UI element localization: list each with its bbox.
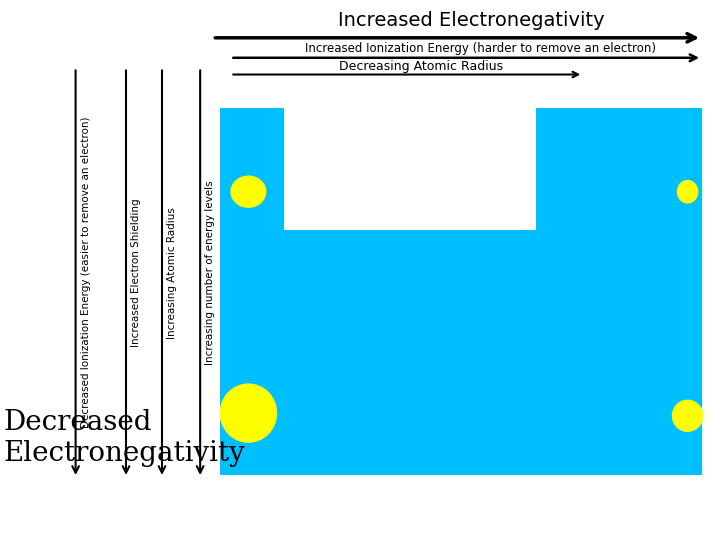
Ellipse shape: [220, 383, 277, 443]
Ellipse shape: [672, 400, 703, 432]
Text: Decreased Ionization Energy (easier to remove an electron): Decreased Ionization Energy (easier to r…: [81, 117, 91, 428]
Text: Increasing number of energy levels: Increasing number of energy levels: [205, 180, 215, 365]
Text: Increased Electronegativity: Increased Electronegativity: [338, 11, 605, 30]
Text: Decreasing Atomic Radius: Decreasing Atomic Radius: [339, 60, 503, 73]
Text: Increased Electron Shielding: Increased Electron Shielding: [131, 198, 141, 347]
Text: Increased Ionization Energy (harder to remove an electron): Increased Ionization Energy (harder to r…: [305, 42, 656, 55]
Ellipse shape: [677, 180, 698, 204]
Text: Increasing Atomic Radius: Increasing Atomic Radius: [167, 207, 177, 339]
Polygon shape: [220, 108, 702, 475]
Text: Decreased
Electronegativity: Decreased Electronegativity: [4, 409, 246, 467]
Ellipse shape: [230, 176, 266, 208]
